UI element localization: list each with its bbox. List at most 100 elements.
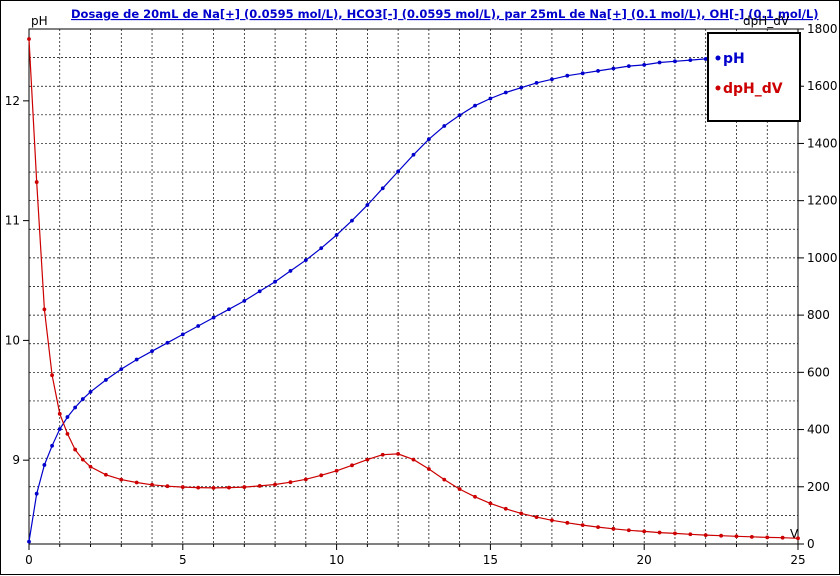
- data-point-pH: [27, 539, 31, 544]
- data-point-dpH_dV: [288, 480, 293, 485]
- y-left-axis-label: pH: [31, 14, 48, 28]
- data-point-pH: [457, 113, 462, 118]
- data-point-dpH_dV: [57, 411, 62, 416]
- data-point-dpH_dV: [596, 525, 600, 530]
- data-point-dpH_dV: [180, 485, 185, 489]
- data-point-dpH_dV: [765, 535, 770, 540]
- data-point-dpH_dV: [657, 530, 662, 535]
- data-point-pH: [42, 463, 47, 467]
- data-point-pH: [657, 60, 662, 65]
- data-point-dpH_dV: [396, 451, 401, 456]
- data-point-dpH_dV: [503, 506, 508, 511]
- data-point-dpH_dV: [119, 477, 124, 482]
- data-point-dpH_dV: [334, 468, 339, 473]
- data-point-pH: [519, 85, 524, 90]
- x-tick-label: 0: [25, 553, 33, 567]
- data-point-dpH_dV: [73, 447, 78, 452]
- data-point-pH: [426, 137, 431, 142]
- data-point-pH: [211, 315, 216, 320]
- y-right-axis-label: dpH_dV: [743, 14, 790, 28]
- data-point-pH: [380, 186, 385, 191]
- data-point-pH: [303, 258, 308, 263]
- plot-area: [28, 28, 799, 545]
- data-point-pH: [80, 397, 85, 401]
- data-point-pH: [65, 415, 70, 419]
- data-point-dpH_dV: [642, 529, 647, 534]
- data-point-dpH_dV: [88, 464, 93, 469]
- data-point-dpH_dV: [611, 526, 616, 531]
- data-point-dpH_dV: [319, 473, 324, 478]
- data-point-dpH_dV: [65, 431, 70, 436]
- data-point-dpH_dV: [473, 494, 477, 499]
- y-right-tick-label: 400: [807, 423, 830, 437]
- x-tick-label: 15: [483, 553, 498, 567]
- data-point-dpH_dV: [442, 477, 447, 482]
- grid-lines: [29, 29, 798, 544]
- data-point-dpH_dV: [50, 373, 54, 378]
- y-right-tick-label: 1400: [807, 136, 838, 150]
- data-point-dpH_dV: [457, 487, 462, 491]
- data-point-pH: [88, 389, 93, 394]
- y-right-tick-label: 0: [807, 537, 815, 551]
- data-point-dpH_dV: [411, 457, 416, 462]
- data-point-pH: [34, 491, 39, 496]
- data-point-dpH_dV: [27, 37, 31, 41]
- y-right-tick-label: 1200: [807, 194, 838, 208]
- data-point-pH: [73, 405, 78, 410]
- y-left-axis: 9 10 11 12: [5, 94, 29, 467]
- data-point-pH: [242, 298, 247, 303]
- data-point-dpH_dV: [534, 515, 539, 520]
- data-point-pH: [257, 289, 262, 294]
- data-point-dpH_dV: [42, 307, 47, 312]
- data-point-dpH_dV: [565, 520, 570, 525]
- data-point-pH: [119, 367, 124, 372]
- data-point-dpH_dV: [365, 457, 370, 462]
- data-point-pH: [50, 443, 54, 448]
- data-point-dpH_dV: [426, 467, 431, 471]
- x-tick-label: 10: [329, 553, 344, 567]
- data-point-dpH_dV: [104, 472, 108, 477]
- chart-title[interactable]: Dosage de 20mL de Na[+] (0.0595 mol/L), …: [71, 7, 818, 21]
- data-point-dpH_dV: [749, 534, 754, 539]
- legend: pH dpH_dV: [707, 32, 801, 122]
- data-point-pH: [580, 71, 585, 76]
- data-point-pH: [642, 63, 647, 67]
- data-point-dpH_dV: [150, 482, 154, 487]
- y-right-tick-label: 800: [807, 308, 830, 322]
- data-point-dpH_dV: [550, 518, 554, 523]
- data-point-pH: [180, 332, 185, 337]
- data-point-dpH_dV: [273, 482, 277, 487]
- data-point-dpH_dV: [350, 463, 354, 468]
- data-point-dpH_dV: [796, 536, 800, 541]
- data-point-pH: [442, 124, 447, 128]
- legend-label-dpH_dV: dpH_dV: [723, 81, 783, 97]
- data-point-pH: [350, 218, 354, 223]
- data-point-dpH_dV: [780, 535, 785, 540]
- data-point-dpH_dV: [134, 480, 139, 485]
- data-point-pH: [596, 69, 600, 73]
- legend-marker-dpH_dV: [715, 85, 721, 91]
- data-point-pH: [611, 66, 616, 71]
- data-point-dpH_dV: [673, 531, 677, 536]
- data-point-pH: [473, 103, 477, 108]
- y-right-tick-label: 1800: [807, 22, 838, 36]
- data-point-pH: [273, 279, 277, 284]
- data-point-pH: [165, 340, 170, 345]
- x-tick-label: 5: [179, 553, 187, 567]
- data-point-dpH_dV: [626, 528, 631, 533]
- data-point-pH: [150, 349, 154, 354]
- data-point-pH: [227, 307, 231, 312]
- data-point-pH: [703, 57, 708, 61]
- data-point-dpH_dV: [734, 534, 739, 539]
- data-point-dpH_dV: [303, 477, 308, 482]
- x-axis: 0 5 10 15 20 25: [25, 544, 806, 567]
- legend-marker-pH: [715, 55, 721, 61]
- data-point-pH: [319, 246, 324, 251]
- data-point-dpH_dV: [227, 485, 231, 490]
- data-point-pH: [57, 427, 62, 431]
- data-point-pH: [288, 269, 293, 273]
- data-point-pH: [334, 233, 339, 237]
- y-right-tick-label: 200: [807, 480, 830, 494]
